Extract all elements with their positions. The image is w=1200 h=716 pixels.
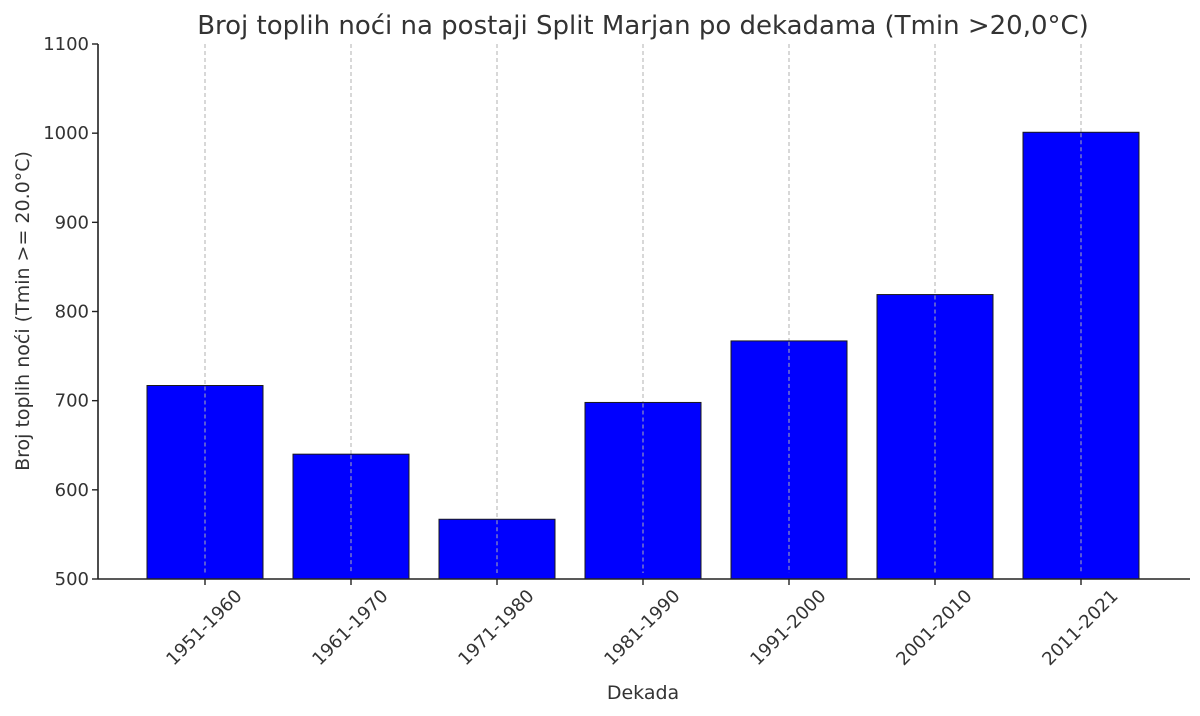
x-tick-label: 1961-1970 bbox=[308, 586, 392, 670]
y-tick-label: 1100 bbox=[43, 34, 89, 55]
y-tick-label: 900 bbox=[55, 212, 89, 233]
x-ticks: 1951-1960 1961-1970 1971-1980 1981-1990 1991… bbox=[162, 579, 1123, 670]
y-tick-label: 600 bbox=[55, 480, 89, 501]
y-axis-label: Broj toplih noći (Tmin >= 20.0°C) bbox=[12, 151, 34, 471]
x-tick-label: 1981-1990 bbox=[600, 586, 684, 670]
x-tick-label: 2011-2021 bbox=[1038, 586, 1122, 670]
y-tick-label: 1000 bbox=[43, 123, 89, 144]
x-tick-label: 1991-2000 bbox=[746, 586, 830, 670]
y-tick-label: 700 bbox=[55, 391, 89, 412]
y-tick-label: 500 bbox=[55, 569, 89, 590]
x-tick-label: 2001-2010 bbox=[892, 586, 976, 670]
chart-title: Broj toplih noći na postaji Split Marjan… bbox=[197, 11, 1089, 41]
x-tick-label: 1971-1980 bbox=[454, 586, 538, 670]
grid-lines-front bbox=[204, 133, 1082, 573]
y-ticks: 500 600 700 800 900 1000 1100 bbox=[43, 34, 98, 590]
bar-1961-1970 bbox=[292, 453, 410, 580]
y-tick-label: 800 bbox=[55, 302, 89, 323]
x-axis-label: Dekada bbox=[607, 682, 679, 704]
bar-1991-2000 bbox=[730, 340, 848, 580]
x-tick-label: 1951-1960 bbox=[162, 586, 246, 670]
